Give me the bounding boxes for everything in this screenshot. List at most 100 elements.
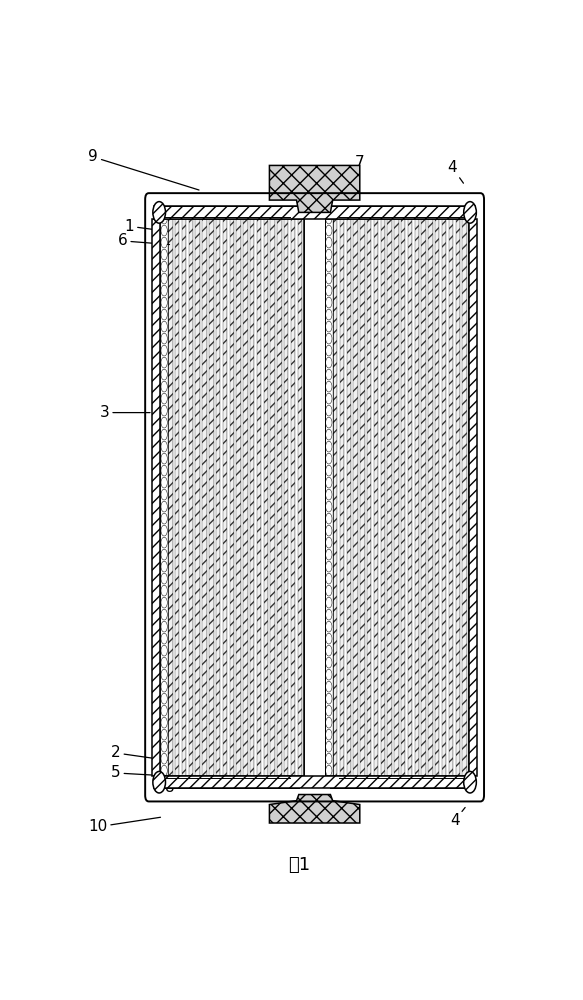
Circle shape <box>326 765 332 776</box>
Bar <box>268 219 271 776</box>
Circle shape <box>161 261 167 272</box>
Bar <box>360 219 364 776</box>
Circle shape <box>161 477 167 488</box>
Circle shape <box>161 597 167 608</box>
Circle shape <box>326 753 332 764</box>
Bar <box>193 219 195 776</box>
Polygon shape <box>269 795 360 823</box>
Bar <box>392 219 394 776</box>
Circle shape <box>161 453 167 464</box>
Circle shape <box>463 771 476 793</box>
Bar <box>261 219 264 776</box>
Bar <box>353 219 358 776</box>
Circle shape <box>326 225 332 236</box>
Bar <box>371 219 374 776</box>
Text: 图1: 图1 <box>288 856 310 874</box>
Bar <box>358 219 360 776</box>
Bar <box>248 219 250 776</box>
Bar <box>291 219 295 776</box>
Text: 6: 6 <box>118 233 170 248</box>
Polygon shape <box>269 165 360 212</box>
Bar <box>467 219 469 776</box>
Bar <box>213 219 216 776</box>
Circle shape <box>326 561 332 572</box>
Bar <box>304 219 325 776</box>
Circle shape <box>326 489 332 500</box>
Circle shape <box>161 585 167 596</box>
Circle shape <box>326 405 332 416</box>
Bar <box>236 219 241 776</box>
Bar <box>401 219 405 776</box>
Circle shape <box>161 273 167 284</box>
Text: 10: 10 <box>88 817 160 834</box>
Bar <box>182 219 186 776</box>
Circle shape <box>161 465 167 476</box>
Circle shape <box>326 537 332 548</box>
Text: 8: 8 <box>165 780 188 795</box>
Bar <box>340 219 344 776</box>
Text: 4: 4 <box>450 807 465 828</box>
Circle shape <box>161 225 167 236</box>
Bar <box>289 219 291 776</box>
Circle shape <box>326 525 332 536</box>
Circle shape <box>326 453 332 464</box>
Circle shape <box>326 681 332 692</box>
Bar <box>264 219 268 776</box>
Text: 4: 4 <box>448 160 463 183</box>
Circle shape <box>161 513 167 524</box>
Bar <box>271 219 275 776</box>
Circle shape <box>161 633 167 644</box>
Bar <box>173 219 175 776</box>
Circle shape <box>326 717 332 728</box>
Bar <box>419 219 422 776</box>
Circle shape <box>161 693 167 704</box>
Bar <box>367 219 371 776</box>
Circle shape <box>161 525 167 536</box>
Bar <box>160 219 469 776</box>
Bar <box>223 219 227 776</box>
Circle shape <box>161 741 167 752</box>
Circle shape <box>161 549 167 560</box>
Circle shape <box>326 213 332 224</box>
Bar <box>254 219 257 776</box>
Circle shape <box>326 729 332 740</box>
Bar <box>408 219 412 776</box>
Bar <box>168 219 173 776</box>
Bar <box>378 219 381 776</box>
Circle shape <box>326 297 332 308</box>
Bar <box>433 219 435 776</box>
Bar <box>209 219 213 776</box>
Circle shape <box>326 693 332 704</box>
Bar <box>284 219 289 776</box>
Circle shape <box>326 393 332 404</box>
Bar <box>394 219 399 776</box>
Circle shape <box>161 717 167 728</box>
Bar <box>302 219 304 776</box>
Bar <box>207 219 209 776</box>
Circle shape <box>326 321 332 332</box>
Bar <box>195 219 200 776</box>
Circle shape <box>326 609 332 620</box>
Bar <box>412 219 415 776</box>
Bar <box>282 219 284 776</box>
Bar <box>440 219 442 776</box>
Bar <box>462 219 467 776</box>
Text: 1: 1 <box>125 219 167 234</box>
Bar <box>364 219 367 776</box>
Bar <box>243 219 248 776</box>
Circle shape <box>326 429 332 440</box>
Bar <box>333 219 338 776</box>
Bar <box>344 219 346 776</box>
Circle shape <box>161 237 167 248</box>
Circle shape <box>326 657 332 668</box>
Bar <box>422 219 426 776</box>
Bar <box>298 219 302 776</box>
Circle shape <box>326 261 332 272</box>
Circle shape <box>326 513 332 524</box>
Bar <box>186 219 189 776</box>
Circle shape <box>326 597 332 608</box>
Circle shape <box>153 202 166 223</box>
Bar <box>160 219 304 776</box>
Bar <box>325 219 469 776</box>
Circle shape <box>326 705 332 716</box>
